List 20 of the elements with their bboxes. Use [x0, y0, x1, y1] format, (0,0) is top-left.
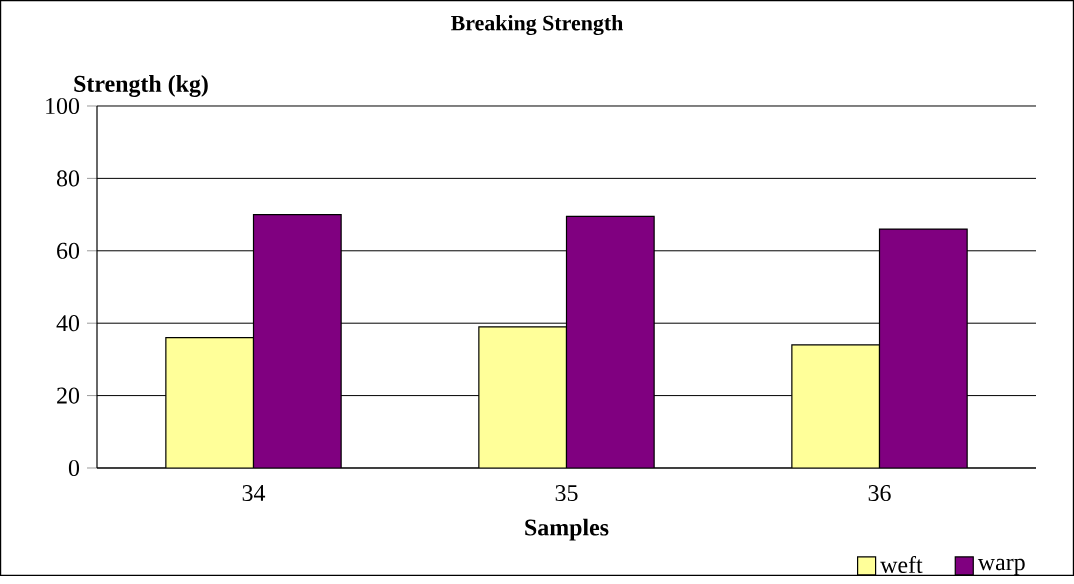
x-tick-label: 34 [242, 485, 266, 502]
y-tick-label: 0 [68, 460, 80, 477]
bar [878, 228, 968, 469]
legend-label: warp [977, 558, 1025, 576]
y-tick-label: 40 [56, 315, 80, 332]
bar [565, 215, 655, 469]
bar [791, 344, 881, 469]
y-tick-label: 100 [46, 98, 80, 115]
bar [252, 214, 342, 469]
y-tick-label: 80 [56, 170, 80, 187]
bar [478, 326, 568, 469]
y-axis-title: Strength (kg) [74, 75, 208, 98]
x-tick-label: 36 [868, 485, 891, 502]
y-tick-label: 20 [57, 387, 80, 404]
legend-label: weft [880, 556, 923, 574]
chart-title: Breaking Strength [451, 15, 624, 36]
x-axis-title: Samples [525, 518, 609, 541]
y-tick-label: 60 [57, 242, 80, 259]
bar [165, 337, 255, 469]
x-tick-label: 35 [555, 485, 578, 502]
